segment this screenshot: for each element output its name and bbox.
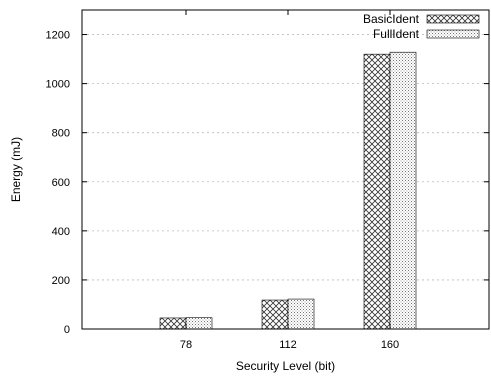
y-tick-label: 800 <box>52 128 70 140</box>
y-tick-label: 1200 <box>46 30 70 42</box>
bar-fullident-78 <box>185 317 213 330</box>
legend-swatch-fullident <box>426 29 480 39</box>
y-tick-label: 0 <box>64 324 70 336</box>
legend-label-fullident: FullIdent <box>373 27 420 41</box>
y-axis-label: Energy (mJ) <box>9 137 23 202</box>
y-tick-label: 400 <box>52 226 70 238</box>
y-tick-label: 600 <box>52 177 70 189</box>
bars <box>159 51 417 330</box>
legend-label-basicident: BasicIdent <box>363 12 420 26</box>
y-tick-label: 200 <box>52 275 70 287</box>
plot-frame <box>81 9 490 330</box>
legend-swatch-basicident <box>426 14 480 24</box>
bar-basicident-112 <box>261 299 289 330</box>
grid-lines <box>82 34 489 281</box>
axis-ticks: 0 200 400 600 800 1000 1200 78 112 160 <box>46 10 489 351</box>
bar-basicident-78 <box>159 317 187 330</box>
bar-fullident-112 <box>287 298 315 330</box>
bar-basicident-160 <box>363 53 391 330</box>
x-tick-label: 112 <box>279 339 297 351</box>
x-tick-label: 160 <box>381 339 399 351</box>
x-axis-label: Security Level (bit) <box>236 359 335 373</box>
y-tick-label: 1000 <box>46 79 70 91</box>
bar-fullident-160 <box>389 51 417 330</box>
x-tick-label: 78 <box>180 339 192 351</box>
